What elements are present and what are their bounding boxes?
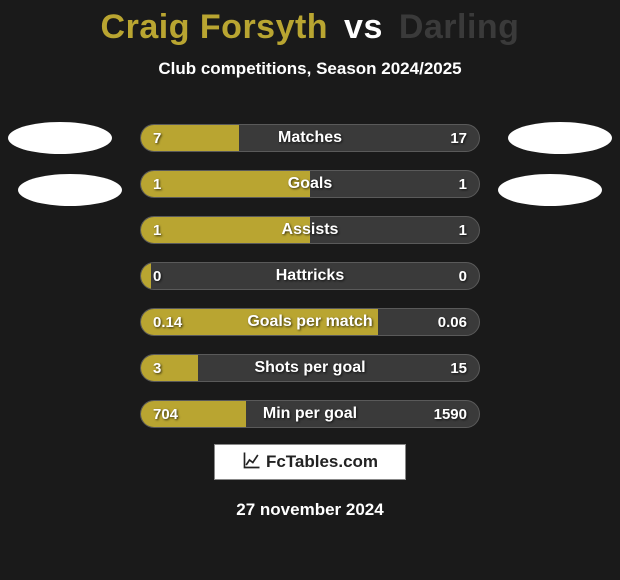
stat-rows: Matches717Goals11Assists11Hattricks00Goa… — [140, 124, 480, 446]
brand-text: FcTables.com — [266, 452, 378, 472]
stat-value-right: 17 — [450, 125, 467, 151]
stat-row: Assists1 1 — [140, 216, 480, 244]
stat-value-right: 1 — [459, 217, 467, 243]
player1-badge-bottom — [18, 174, 122, 206]
stat-value-right: 0 — [459, 263, 467, 289]
stat-value-right: 1590 — [434, 401, 467, 427]
stat-label: Shots per goal — [141, 355, 479, 381]
stat-row: Goals1 1 — [140, 170, 480, 198]
stat-value-left: 1 — [153, 171, 161, 197]
stat-label: Min per goal — [141, 401, 479, 427]
stat-row: Goals per match0.14 0.06 — [140, 308, 480, 336]
date-text: 27 november 2024 — [0, 500, 620, 520]
player2-badge-bottom — [498, 174, 602, 206]
stat-row: Hattricks0 0 — [140, 262, 480, 290]
stat-value-left: 704 — [153, 401, 178, 427]
brand-box: FcTables.com — [214, 444, 406, 480]
stat-row: Matches7 17 — [140, 124, 480, 152]
player2-name: Darling — [399, 8, 520, 46]
stat-value-left: 3 — [153, 355, 161, 381]
stat-label: Goals per match — [141, 309, 479, 335]
vs-text: vs — [344, 8, 383, 46]
player1-name: Craig Forsyth — [101, 8, 329, 46]
comparison-title: Craig Forsyth vs Darling — [0, 0, 620, 47]
stat-value-left: 7 — [153, 125, 161, 151]
stat-row: Min per goal704 1590 — [140, 400, 480, 428]
stat-value-left: 1 — [153, 217, 161, 243]
stat-value-right: 15 — [450, 355, 467, 381]
chart-icon — [242, 450, 262, 475]
stat-row: Shots per goal3 15 — [140, 354, 480, 382]
player1-badge-top — [8, 122, 112, 154]
stat-value-left: 0 — [153, 263, 161, 289]
stat-value-right: 0.06 — [438, 309, 467, 335]
subtitle: Club competitions, Season 2024/2025 — [0, 59, 620, 79]
stat-value-left: 0.14 — [153, 309, 182, 335]
stat-value-right: 1 — [459, 171, 467, 197]
stat-label: Goals — [141, 171, 479, 197]
stat-label: Hattricks — [141, 263, 479, 289]
player2-badge-top — [508, 122, 612, 154]
stat-label: Matches — [141, 125, 479, 151]
stat-label: Assists — [141, 217, 479, 243]
